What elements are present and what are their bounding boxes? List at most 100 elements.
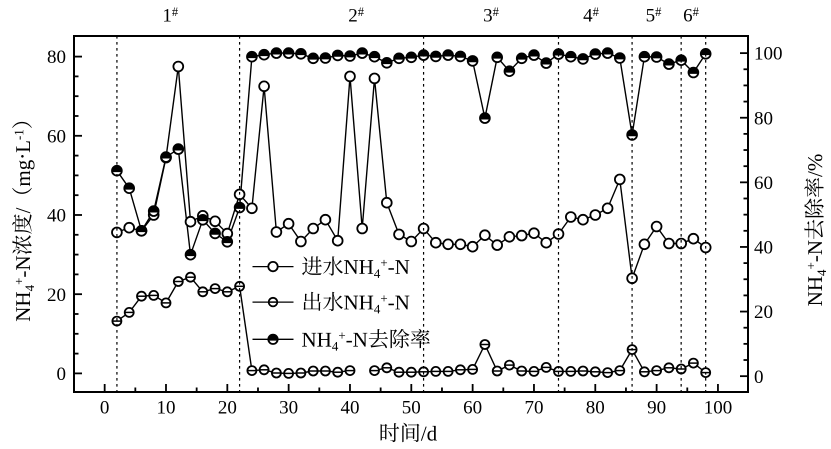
- series-points-0: [111, 60, 712, 285]
- marker-circle-half-top: [491, 51, 504, 64]
- marker-open-circle: [429, 236, 442, 249]
- series-points-2: [111, 47, 712, 261]
- glyph: [15, 278, 22, 285]
- glyph: [21, 155, 24, 158]
- glyph: [16, 292, 30, 307]
- marker-circle-half-top: [209, 227, 221, 240]
- marker-open-circle: [319, 213, 332, 226]
- marker-circle-hline: [688, 357, 699, 369]
- phase-label: 5#: [646, 5, 663, 27]
- marker-open-circle: [393, 228, 405, 241]
- marker-circle-hline: [381, 362, 393, 374]
- marker-circle-half-top: [613, 52, 626, 64]
- glyph: [323, 256, 343, 276]
- glyph: [16, 141, 30, 153]
- marker-open-circle: [515, 229, 528, 242]
- marker-circle-hline: [663, 362, 675, 374]
- marker-circle-half-top: [184, 248, 197, 261]
- glyph: [12, 121, 32, 128]
- y-left-tick-label: 80: [47, 47, 66, 68]
- marker-circle-hline: [270, 367, 282, 379]
- marker-circle-hline: [369, 365, 380, 377]
- y-right-tick-label: 80: [754, 108, 773, 129]
- marker-circle-half-top: [295, 47, 307, 60]
- marker-circle-half-top: [368, 50, 381, 63]
- phase-label: 4#: [583, 5, 600, 27]
- marker-circle-half-top: [577, 53, 589, 65]
- marker-open-circle: [246, 202, 258, 215]
- marker-open-circle: [380, 196, 393, 209]
- marker-open-circle: [356, 222, 369, 235]
- glyph: [804, 198, 824, 218]
- glyph: [808, 276, 822, 291]
- x-axis-title: [380, 422, 437, 443]
- marker-circle-hline: [393, 366, 405, 378]
- marker-open-circle: [209, 215, 221, 228]
- marker-circle-hline: [295, 367, 307, 379]
- marker-circle-half-top: [197, 214, 209, 226]
- marker-circle-half-top: [589, 48, 602, 60]
- marker-circle-half-top: [650, 51, 663, 63]
- x-tick-label: 50: [402, 398, 421, 419]
- y-left-tick-label: 60: [47, 126, 66, 147]
- marker-circle-hline: [540, 361, 552, 373]
- marker-open-circle: [540, 236, 552, 249]
- marker-circle-half-top: [319, 52, 332, 64]
- legend-item-1: [252, 291, 410, 314]
- glyph: [338, 332, 346, 339]
- glyph: [374, 304, 381, 314]
- marker-circle-half-top: [687, 66, 700, 79]
- glyph: [346, 340, 352, 343]
- legend-item-2: [252, 328, 430, 351]
- glyph: [817, 269, 826, 276]
- glyph: [402, 422, 420, 443]
- marker-circle-hline: [136, 290, 147, 302]
- marker-circle-hline: [442, 365, 454, 377]
- marker-circle-hline: [332, 366, 344, 378]
- marker-circle-hline: [602, 367, 613, 379]
- marker-circle-half-top: [528, 49, 540, 61]
- left-axis-title: [12, 121, 35, 322]
- marker-circle-half-top: [246, 50, 258, 63]
- glyph: [14, 130, 24, 135]
- glyph: [804, 177, 824, 198]
- glyph: [19, 160, 35, 170]
- glyph: [16, 307, 30, 322]
- marker-circle-hline: [651, 365, 662, 377]
- marker-circle-hline: [503, 359, 515, 371]
- x-tick-label: 100: [704, 398, 733, 419]
- marker-circle-half-top: [564, 50, 577, 63]
- marker-circle-hline: [454, 364, 466, 376]
- glyph: [332, 342, 339, 351]
- marker-open-circle: [454, 238, 467, 251]
- marker-open-circle: [638, 238, 651, 251]
- marker-circle-half-top: [429, 50, 442, 63]
- marker-circle-hline: [307, 365, 319, 377]
- marker-circle-half-top: [307, 52, 320, 65]
- series-layer: [111, 47, 712, 379]
- marker-open-circle: [123, 221, 135, 234]
- marker-open-circle: [687, 232, 700, 245]
- marker-open-circle: [405, 235, 418, 248]
- right-axis-title: [804, 154, 826, 306]
- x-tick-label: 90: [647, 398, 666, 419]
- marker-circle-hline: [246, 365, 258, 377]
- marker-circle-hline: [589, 366, 601, 378]
- marker-circle-hline: [639, 366, 650, 378]
- glyph: [395, 295, 410, 310]
- marker-circle-hline: [209, 283, 221, 295]
- phase-label: 3#: [483, 5, 500, 27]
- y-right-tick-label: 100: [754, 44, 783, 65]
- marker-circle-half-top: [515, 52, 528, 65]
- marker-circle-hline: [405, 366, 417, 378]
- marker-open-circle: [295, 235, 307, 248]
- marker-circle-hline: [160, 297, 172, 309]
- marker-circle-hline: [148, 289, 160, 301]
- glyph: [420, 426, 427, 441]
- series-points-1: [111, 271, 712, 379]
- marker-circle-hline: [418, 366, 430, 378]
- marker-circle-hline: [197, 286, 209, 298]
- glyph: [16, 255, 30, 270]
- marker-open-circle: [528, 227, 540, 240]
- x-tick-label: 80: [586, 398, 605, 419]
